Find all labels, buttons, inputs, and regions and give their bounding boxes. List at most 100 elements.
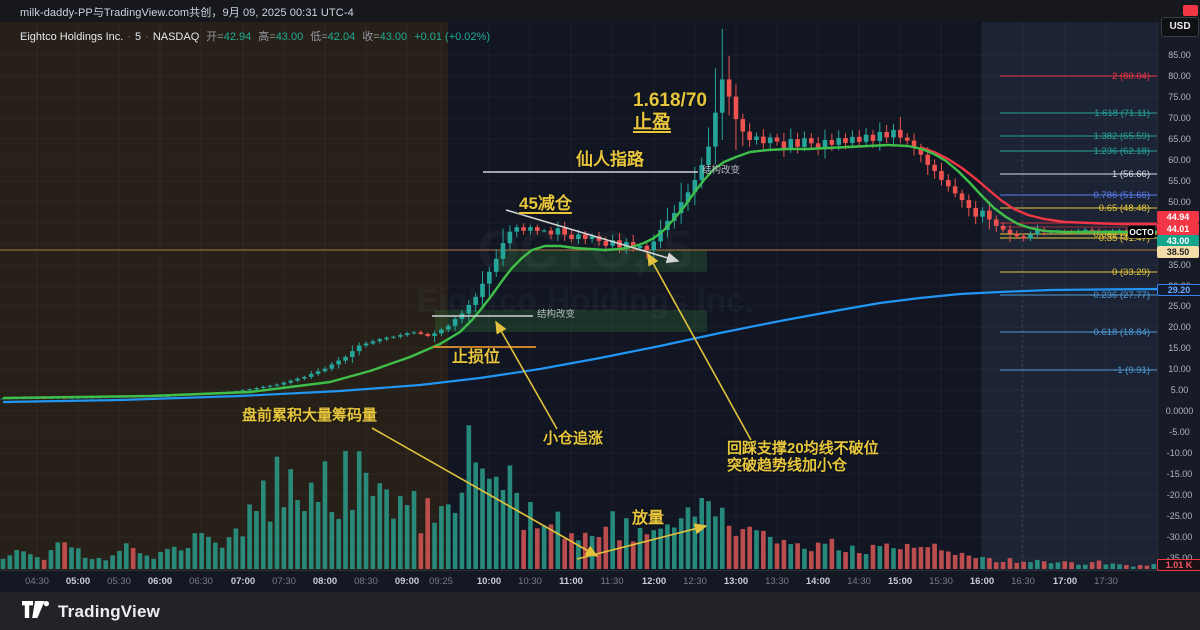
symbol-title[interactable]: Eightco Holdings Inc. xyxy=(20,31,124,43)
annotation-small-chase: 小仓追涨 xyxy=(543,430,604,447)
corner-badge xyxy=(1183,5,1198,16)
price-tick: 35.00 xyxy=(1168,260,1191,270)
price-tick: 10.00 xyxy=(1168,364,1191,374)
symbol-info-row[interactable]: Eightco Holdings Inc. · 5 · NASDAQ 开=42.94 高=4… xyxy=(20,31,490,43)
ohlc-label: 低= xyxy=(310,31,328,43)
tradingview-logo-icon xyxy=(22,601,49,623)
price-tick: -5.00 xyxy=(1169,427,1190,437)
time-axis[interactable]: 04:30 05:00 05:30 06:00 06:30 07:00 07:30 08:00… xyxy=(0,570,1200,593)
attribution-text: milk-daddy-PP与TradingView.com共创，9月 09, 2… xyxy=(20,7,354,19)
ohlc-value: 43.00 xyxy=(379,31,408,43)
fib-label: 0.382 (42.22) xyxy=(1093,229,1150,240)
price-axis[interactable]: 85.00 80.00 75.00 70.00 65.00 60.00 55.00 50.00… xyxy=(1157,22,1200,570)
time-label: 16:30 xyxy=(1011,576,1035,587)
time-label: 07:00 xyxy=(230,576,256,587)
ohlc-value: 42.04 xyxy=(327,31,356,43)
annotation-premarket-chips: 盘前累积大量筹码量 xyxy=(242,407,378,424)
symbol-price-chip: OCTO xyxy=(1128,226,1155,238)
change-value: +0.01 (+0.02%) xyxy=(414,31,490,43)
time-label: 06:00 xyxy=(147,576,173,587)
fib-label: 0 (33.29) xyxy=(1112,267,1150,278)
time-label: 13:30 xyxy=(765,576,789,587)
annotation-pullback-note: 回踩支撑20均线不破位 突破趋势线加小仓 xyxy=(727,440,879,475)
time-label: 07:30 xyxy=(272,576,296,587)
annotation-stoploss: 止损位 xyxy=(452,349,501,366)
time-label: 08:30 xyxy=(354,576,378,587)
fib-label: -0.236 (27.77) xyxy=(1090,290,1150,301)
time-label: 09:25 xyxy=(429,576,453,587)
descending-trendline[interactable] xyxy=(505,209,680,264)
price-tick: -20.00 xyxy=(1166,490,1193,500)
time-label: 13:00 xyxy=(723,576,749,587)
price-tick: 70.00 xyxy=(1168,113,1191,123)
fib-label: 1 (56.66) xyxy=(1112,169,1150,180)
ma-slow-red xyxy=(919,145,1157,226)
fib-label: -0.618 (18.84) xyxy=(1090,327,1150,338)
price-tick: 75.00 xyxy=(1168,92,1191,102)
candlestick-series xyxy=(0,28,1157,400)
time-label: 08:00 xyxy=(312,576,338,587)
arrow-volume-up[interactable] xyxy=(576,523,708,560)
price-badge-44.94: 44.94 xyxy=(1157,211,1199,223)
symbol-exchange: NASDAQ xyxy=(152,31,200,43)
volume-series xyxy=(0,425,1157,569)
price-badge-29.20: 29.20 xyxy=(1157,284,1200,296)
time-label: 05:00 xyxy=(65,576,91,587)
time-label: 11:00 xyxy=(559,576,583,587)
time-label: 17:30 xyxy=(1094,576,1118,587)
price-tick: -15.00 xyxy=(1166,469,1193,479)
annotation-jiancang45: 45减仓 xyxy=(519,194,572,213)
arrow-small-chase[interactable] xyxy=(495,320,558,430)
arrow-premarket-volume[interactable] xyxy=(371,427,599,557)
time-label: 06:30 xyxy=(189,576,213,587)
drawing-lines xyxy=(371,171,752,560)
time-label: 12:00 xyxy=(641,576,667,587)
price-tick: -25.00 xyxy=(1166,511,1193,521)
fib-label: 0.35 (41.47) xyxy=(1099,233,1150,244)
time-label: 17:00 xyxy=(1052,576,1078,587)
ma-long-blue xyxy=(2,287,1158,404)
price-tick: 50.00 xyxy=(1168,197,1191,207)
price-badge-1.01K: 1.01 K xyxy=(1157,559,1200,571)
price-tick: 20.00 xyxy=(1168,322,1191,332)
time-label: 15:00 xyxy=(887,576,913,587)
watermark: OCTO, 5Eightco Holdings Inc. xyxy=(416,220,753,319)
time-label: 10:00 xyxy=(476,576,502,587)
svg-text:Eightco Holdings Inc.: Eightco Holdings Inc. xyxy=(416,282,753,319)
price-tick: 65.00 xyxy=(1168,134,1191,144)
time-label: 11:30 xyxy=(600,576,624,587)
ohlc-label: 开= xyxy=(206,31,224,43)
time-label: 12:30 xyxy=(683,576,707,587)
ohlc-label: 高= xyxy=(258,31,276,43)
fib-label: 0.65 (48.48) xyxy=(1099,203,1150,214)
price-badge-44.01: 44.01 xyxy=(1157,223,1199,235)
fib-label: 1.618 (71.11) xyxy=(1094,108,1150,119)
time-label: 16:00 xyxy=(969,576,995,587)
ohlc-value: 42.94 xyxy=(223,31,252,43)
annotation-takeprofit: 1.618/70 止盈 xyxy=(633,90,707,133)
tradingview-logo[interactable]: TradingView xyxy=(22,601,160,623)
currency-button[interactable]: USD xyxy=(1161,17,1199,37)
price-tick: 5.00 xyxy=(1170,385,1189,395)
price-badge-43.00: 43.00 xyxy=(1157,235,1199,247)
arrow-pullback[interactable] xyxy=(647,252,752,441)
ohlc-value: 43.00 xyxy=(275,31,304,43)
tradingview-logo-text: TradingView xyxy=(58,602,161,621)
price-tick: 60.00 xyxy=(1168,155,1191,165)
price-tick: 15.00 xyxy=(1168,343,1191,353)
fib-label: -1 (9.91) xyxy=(1114,365,1150,376)
fib-label: 1.236 (62.18) xyxy=(1093,146,1150,157)
annotation-volume-up: 放量 xyxy=(632,510,665,527)
price-tick: -30.00 xyxy=(1166,532,1193,542)
fib-label: 1.382 (65.59) xyxy=(1093,131,1150,142)
ma-fast-green xyxy=(2,143,1157,400)
symbol-interval[interactable]: 5 xyxy=(135,31,142,43)
price-tick: 85.00 xyxy=(1168,50,1191,60)
ohlc-values: 开=42.94 高=43.00 低=42.04 收=43.00 +0.01 (+0.02… xyxy=(199,31,490,43)
footer-bar xyxy=(0,592,1200,630)
price-tick: 0.0000 xyxy=(1165,406,1194,416)
price-tick: 80.00 xyxy=(1168,71,1191,81)
time-label: 05:30 xyxy=(107,576,131,587)
